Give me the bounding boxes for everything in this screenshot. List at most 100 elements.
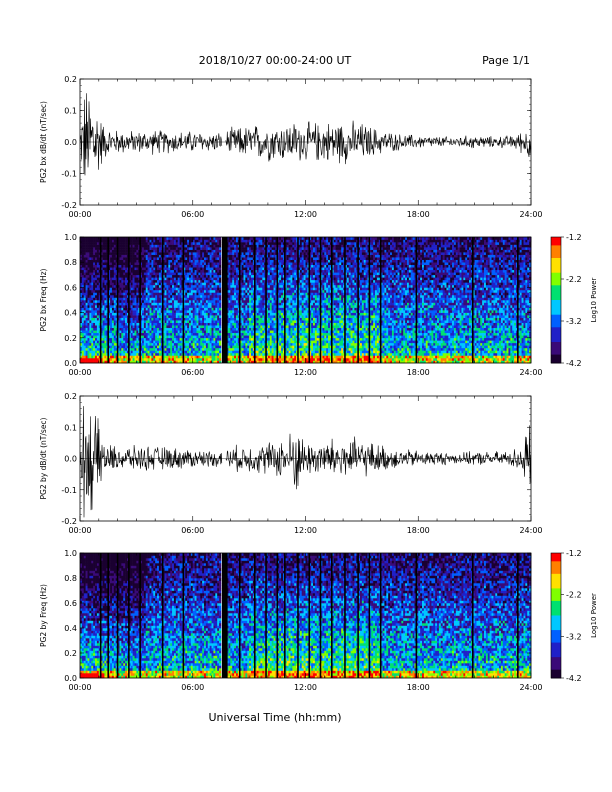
spectrogram-cell <box>168 360 171 364</box>
spectrogram-cell <box>215 352 218 356</box>
spectrogram-cell <box>209 237 212 240</box>
spectrogram-cell <box>175 310 179 313</box>
spectrogram-cell <box>134 302 137 306</box>
spectrogram-cell <box>145 357 148 361</box>
spectrogram-cell <box>172 274 175 278</box>
spectrogram-cell <box>117 259 120 263</box>
spectrogram-cell <box>147 305 150 308</box>
spectrogram-cell <box>228 325 231 329</box>
spectrogram-cell <box>132 257 135 260</box>
spectrogram-cell <box>110 242 113 245</box>
spectrogram-cell <box>128 302 132 306</box>
spectrogram-cell <box>158 312 162 316</box>
spectrogram-cell <box>215 284 218 288</box>
spectrogram-cell <box>204 254 207 258</box>
spectrogram-cell <box>213 272 216 276</box>
spectrogram-cell <box>192 249 195 253</box>
spectrogram-cell <box>143 242 147 245</box>
spectrogram-cell <box>226 294 229 298</box>
spectrogram-cell <box>83 289 86 293</box>
spectrogram-cell <box>194 352 197 356</box>
spectrogram-cell <box>85 292 88 296</box>
spectrogram-cell <box>188 317 192 321</box>
spectrogram-cell <box>188 355 192 359</box>
spectrogram-cell <box>213 340 216 344</box>
spectrogram-cell <box>239 325 242 329</box>
spectrogram-cell <box>215 242 218 245</box>
spectrogram-cell <box>80 302 83 306</box>
spectrogram-cell <box>205 262 209 266</box>
spectrogram-cell <box>121 284 124 288</box>
spectrogram-cell <box>95 322 98 326</box>
spectrogram-cell <box>132 360 135 364</box>
spectrogram-cell <box>202 289 205 293</box>
spectrogram-cell <box>185 315 188 318</box>
spectrogram-cell <box>251 252 254 255</box>
spectrogram-cell <box>170 247 173 250</box>
spectrogram-cell <box>123 274 126 278</box>
spectrogram-cell <box>183 317 186 321</box>
spectrogram-cell <box>187 277 190 281</box>
spectrogram-cell <box>260 269 263 273</box>
spectrogram-cell <box>204 274 207 278</box>
spectrogram-cell <box>140 307 143 311</box>
spectrogram-cell <box>205 279 209 283</box>
spectrogram-cell <box>209 254 212 258</box>
spectrogram-cell <box>104 302 107 306</box>
spectrogram-cell <box>230 277 233 281</box>
spectrogram-cell <box>211 247 214 250</box>
spectrogram-cell <box>147 259 150 263</box>
spectrogram-cell <box>108 320 111 323</box>
spectrogram-cell <box>168 317 171 321</box>
spectrogram-cell <box>207 282 210 286</box>
spectrogram-cell <box>235 350 239 354</box>
spectrogram-cell <box>260 284 263 288</box>
spectrogram-cell <box>155 269 158 273</box>
spectrogram-cell <box>235 272 239 276</box>
spectrogram-cell <box>128 325 132 329</box>
spectrogram-cell <box>205 300 209 303</box>
spectrogram-cell <box>254 327 257 331</box>
spectrogram-cell <box>102 345 105 349</box>
spectrogram-cell <box>215 277 218 281</box>
spectrogram-cell <box>96 352 100 356</box>
spectrogram-cell <box>125 315 128 318</box>
spectrogram-cell <box>95 325 98 329</box>
spectrogram-cell <box>204 249 207 253</box>
spectrogram-cell <box>241 352 244 356</box>
spectrogram-cell <box>172 302 175 306</box>
spectrogram-cell <box>143 294 147 298</box>
spectrogram-cell <box>204 289 207 293</box>
spectrogram-cell <box>239 292 242 296</box>
spectrogram-cell <box>128 244 132 248</box>
spectrogram-cell <box>136 322 139 326</box>
spectrogram-cell <box>198 355 201 359</box>
spectrogram-cell <box>151 244 154 248</box>
spectrogram-cell <box>241 325 244 329</box>
spectrogram-cell <box>185 325 188 329</box>
spectrogram-cell <box>89 335 92 339</box>
spectrogram-cell <box>158 282 162 286</box>
spectrogram-cell <box>89 345 92 349</box>
spectrogram-cell <box>157 277 160 281</box>
spectrogram-cell <box>119 244 122 248</box>
spectrogram-cell <box>134 352 137 356</box>
spectrogram-cell <box>108 355 111 359</box>
spectrogram-cell <box>183 237 186 240</box>
spectrogram-cell <box>209 320 212 323</box>
spectrogram-cell <box>83 320 86 323</box>
spectrogram-cell <box>211 347 214 351</box>
spectrogram-cell <box>151 332 154 336</box>
spectrogram-cell <box>132 292 135 296</box>
spectrogram-cell <box>200 287 203 291</box>
spectrogram-cell <box>243 300 246 303</box>
spectrogram-cell <box>234 282 237 286</box>
spectrogram-cell <box>155 279 158 283</box>
spectrogram-cell <box>157 330 160 334</box>
spectrogram-cell <box>266 337 269 341</box>
spectrogram-cell <box>134 320 137 323</box>
spectrogram-cell <box>179 264 182 268</box>
spectrogram-cell <box>164 342 167 346</box>
spectrogram-cell <box>260 297 263 301</box>
spectrogram-cell <box>140 320 143 323</box>
